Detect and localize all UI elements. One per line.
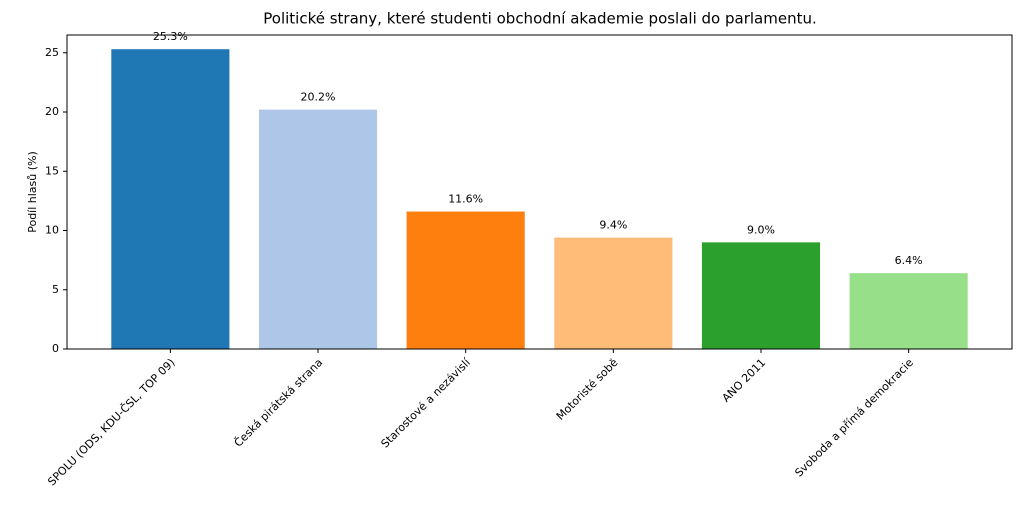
- y-tick-label: 20: [45, 105, 59, 118]
- bar: [111, 49, 230, 349]
- x-tick-label: SPOLU (ODS, KDU-ČSL, TOP 09): [45, 356, 177, 488]
- bar: [701, 242, 821, 349]
- bar: [849, 273, 968, 349]
- y-axis-label: Podíl hlasů (%): [26, 151, 39, 233]
- value-label: 20.2%: [301, 91, 336, 104]
- y-tick-label: 0: [52, 342, 59, 355]
- bar: [406, 211, 525, 349]
- value-label: 11.6%: [448, 193, 483, 206]
- value-label: 9.0%: [747, 223, 775, 236]
- x-tick-label: Česká pirátská strana: [232, 356, 326, 450]
- y-tick-label: 15: [45, 164, 59, 177]
- y-tick-label: 25: [45, 46, 59, 59]
- x-tick-label: ANO 2011: [720, 356, 769, 405]
- y-tick-label: 5: [52, 283, 59, 296]
- y-tick-label: 10: [45, 224, 59, 237]
- value-label: 25.3%: [153, 30, 188, 43]
- bar: [554, 237, 673, 349]
- bar: [258, 109, 378, 350]
- x-tick-label: Svoboda a přímá demokracie: [792, 356, 916, 480]
- x-tick-label: Starostové a nezávislí: [379, 355, 474, 450]
- plot-frame: [66, 34, 1013, 350]
- chart-title: Politické strany, které studenti obchodn…: [263, 10, 816, 28]
- x-tick-label: Motoristé sobě: [554, 356, 621, 423]
- value-label: 9.4%: [599, 219, 627, 232]
- value-label: 6.4%: [895, 254, 923, 267]
